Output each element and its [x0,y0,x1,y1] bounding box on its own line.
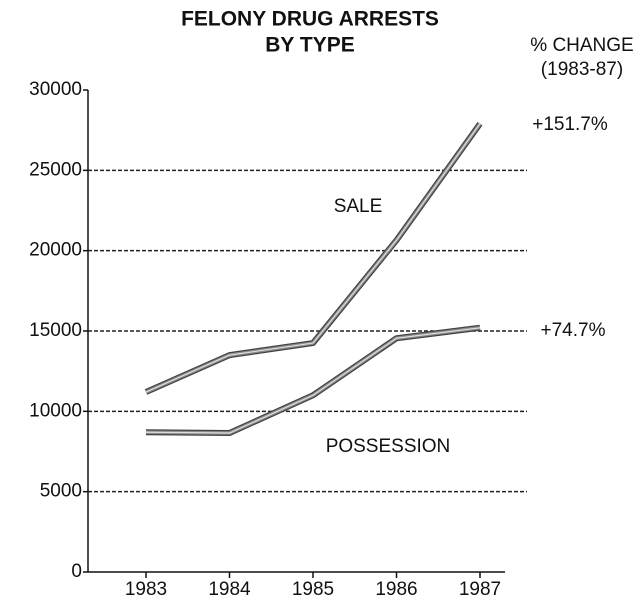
y-tick-label: 20000 [29,240,82,261]
y-tick-label: 0 [71,561,82,582]
series-label: SALE [334,196,383,217]
y-tick-label: 25000 [29,159,82,180]
x-tick-label: 1983 [125,579,167,600]
series-line-outline [144,121,483,395]
x-tick-label: 1986 [375,579,417,600]
change-label: +151.7% [532,114,608,135]
x-tick-label: 1985 [292,579,334,600]
chart-title: BY TYPE [265,34,354,57]
y-tick-label: 15000 [29,320,82,341]
series-line-highlight [145,327,481,434]
x-tick-label: 1984 [208,579,251,600]
change-label: +74.7% [541,320,606,341]
y-tick-label: 10000 [29,400,82,421]
annotation-header: (1983-87) [541,59,623,80]
series-line [145,122,482,394]
annotation-header: % CHANGE [530,35,633,56]
x-tick-label: 1987 [459,579,501,600]
y-tick-label: 5000 [40,481,82,502]
series-label: POSSESSION [326,436,451,457]
series-line-highlight [145,123,481,393]
y-tick-label: 30000 [29,79,82,100]
chart-title: FELONY DRUG ARRESTS [181,8,439,31]
